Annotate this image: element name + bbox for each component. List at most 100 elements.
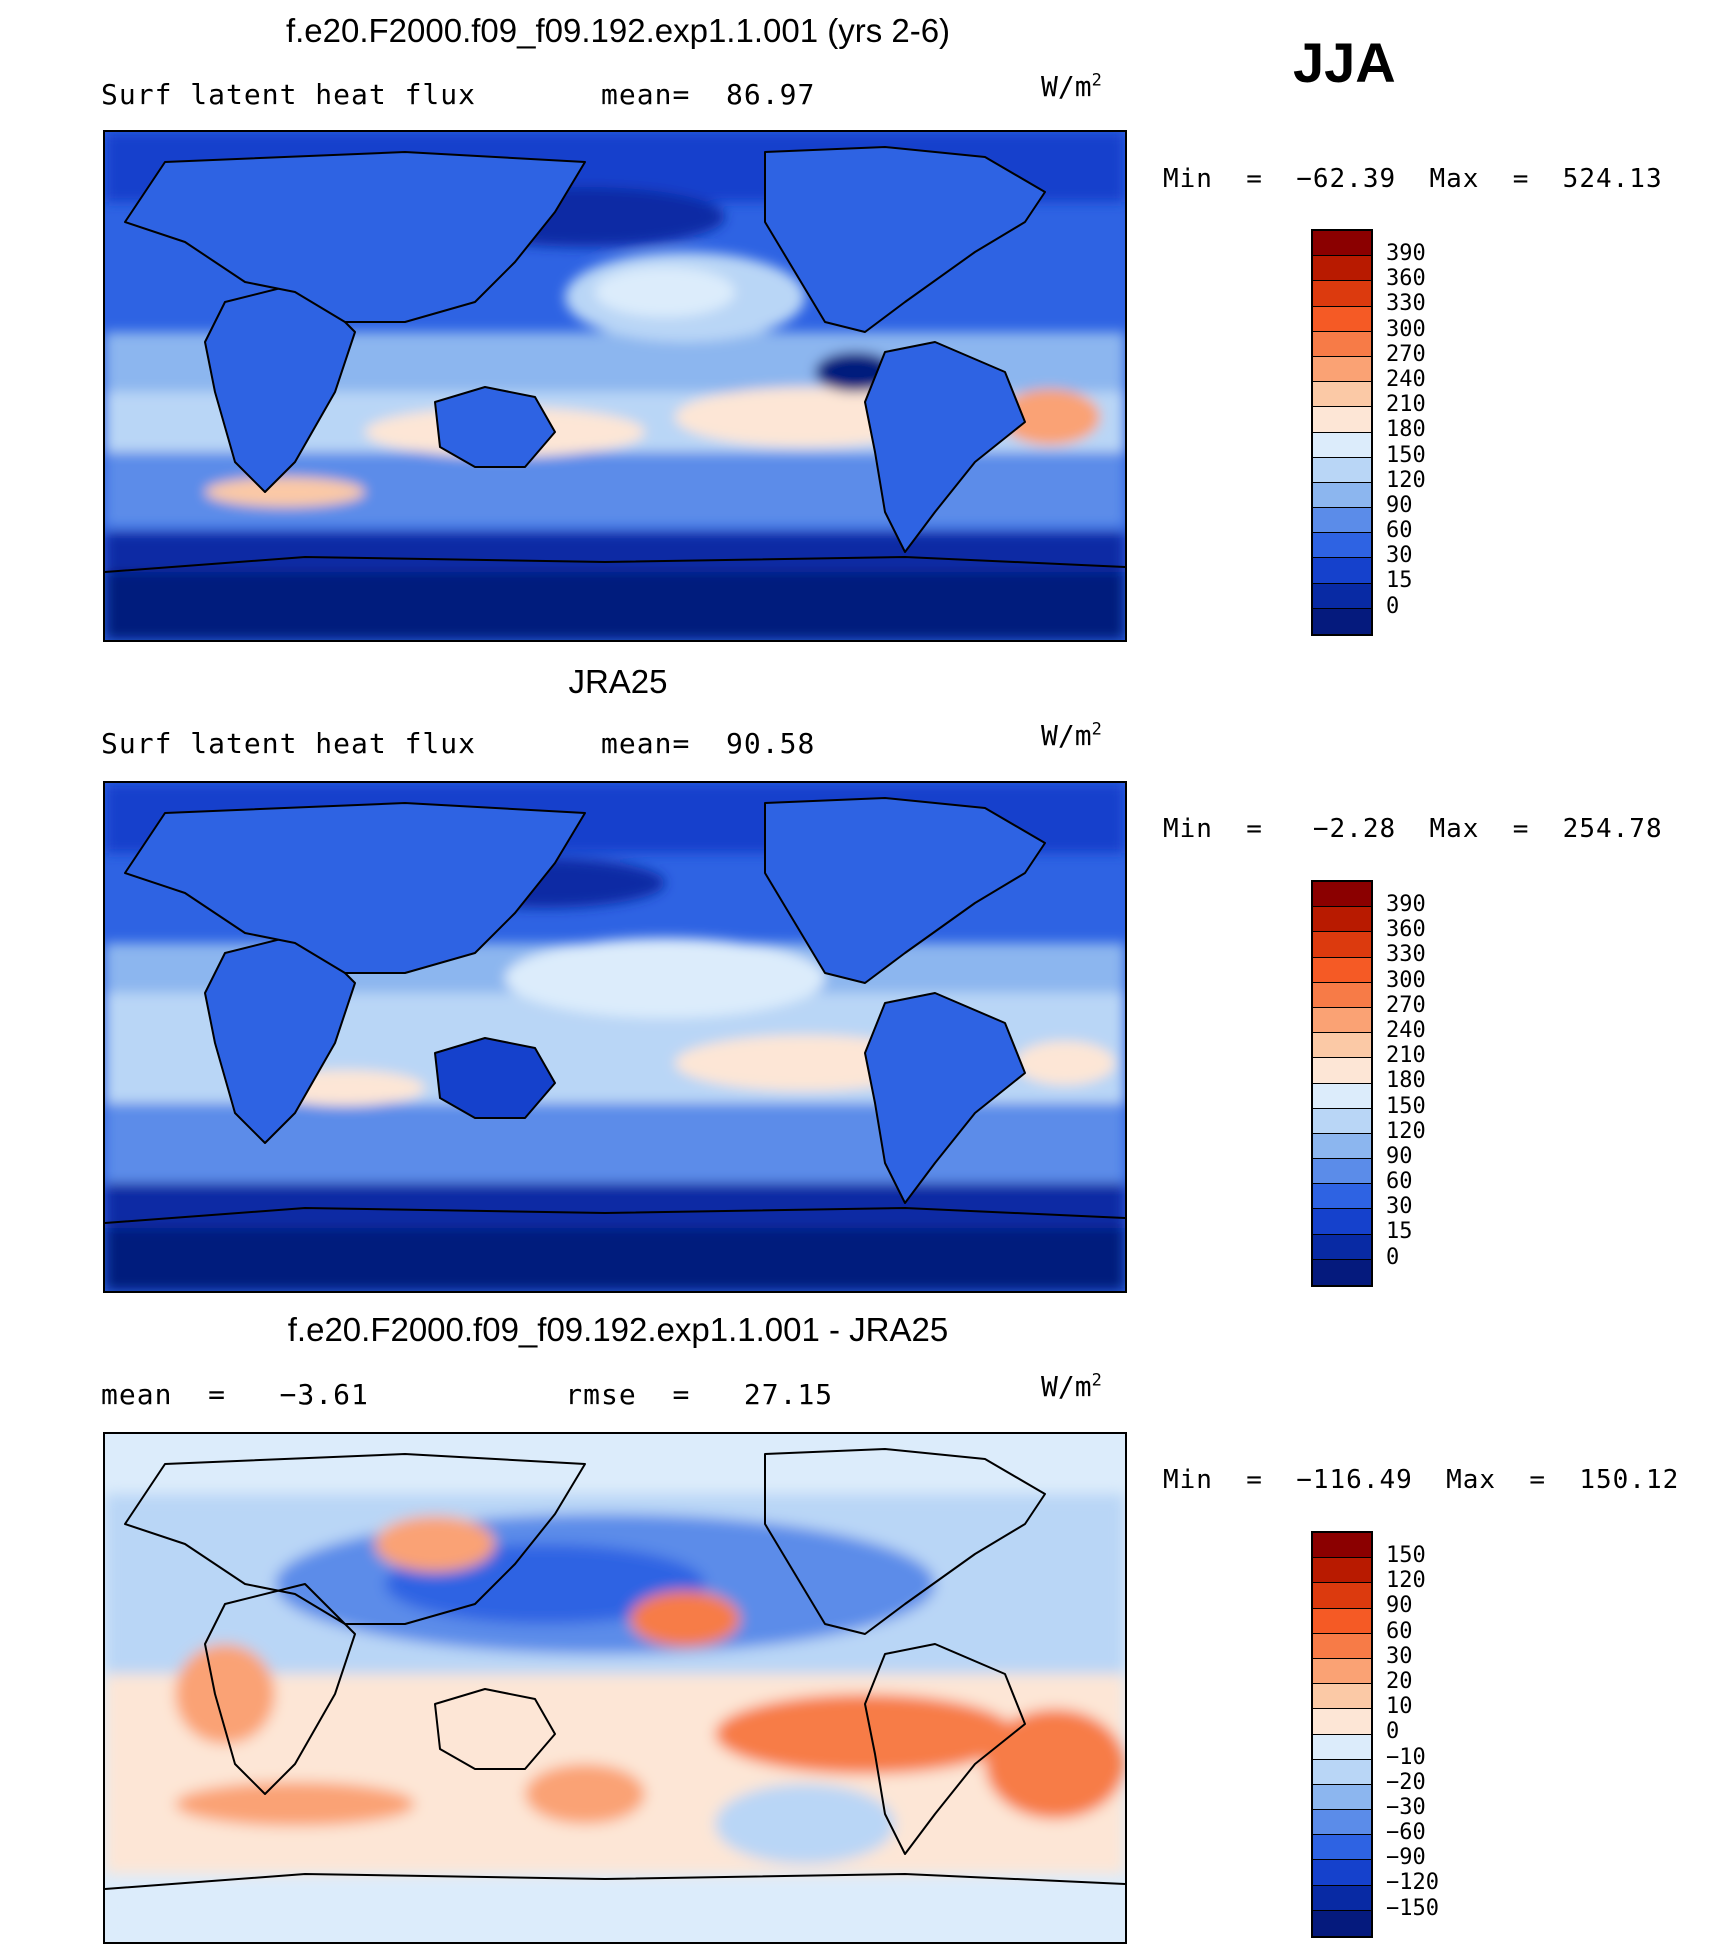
colorbar-swatch (1313, 281, 1371, 307)
colorbar-swatch (1313, 1583, 1371, 1609)
colorbar-label: −150 (1386, 1895, 1439, 1921)
colorbar-swatch (1313, 1108, 1371, 1134)
panel2-title: JRA25 (568, 663, 668, 700)
colorbar-swatch (1313, 1083, 1371, 1109)
colorbar-label: 360 (1386, 266, 1426, 292)
colorbar-label: 60 (1386, 1618, 1413, 1644)
colorbar-swatch (1313, 1608, 1371, 1634)
panel2-colorbar (1311, 880, 1373, 1287)
colorbar-label: 30 (1386, 543, 1413, 569)
colorbar-swatch (1313, 1058, 1371, 1084)
panel3-colorbar (1311, 1531, 1373, 1938)
colorbar-swatch (1313, 356, 1371, 383)
colorbar-swatch (1313, 482, 1371, 509)
panel2-units: W/m2 (1041, 719, 1102, 752)
colorbar-label: 30 (1386, 1643, 1413, 1669)
colorbar-label: 0 (1386, 593, 1400, 619)
colorbar-label: −20 (1386, 1769, 1426, 1795)
colorbar-label: 390 (1386, 241, 1426, 266)
colorbar-swatch (1313, 1209, 1371, 1235)
colorbar-swatch (1313, 457, 1371, 483)
colorbar-swatch (1313, 1633, 1371, 1659)
colorbar-swatch (1313, 1033, 1371, 1059)
colorbar-label: −120 (1386, 1870, 1439, 1896)
colorbar-swatch (1313, 407, 1371, 433)
colorbar-swatch (1313, 558, 1371, 584)
colorbar-label: −10 (1386, 1744, 1426, 1770)
colorbar-swatch (1313, 331, 1371, 357)
colorbar-swatch (1313, 1734, 1371, 1760)
colorbar-label: 210 (1386, 1043, 1426, 1069)
colorbar-swatch (1313, 1835, 1371, 1861)
colorbar-swatch (1313, 1910, 1371, 1936)
panel3-units: W/m2 (1041, 1370, 1102, 1403)
panel1-map (103, 130, 1127, 642)
colorbar-label: 20 (1386, 1668, 1413, 1694)
colorbar-label: 120 (1386, 1568, 1426, 1594)
colorbar-label: 270 (1386, 992, 1426, 1018)
colorbar-label: −60 (1386, 1820, 1426, 1846)
colorbar-label: 15 (1386, 568, 1413, 594)
colorbar-label: 330 (1386, 942, 1426, 968)
colorbar-label: 15 (1386, 1219, 1413, 1245)
colorbar-swatch (1313, 608, 1371, 634)
colorbar-swatch (1313, 1007, 1371, 1034)
colorbar-swatch (1313, 957, 1371, 983)
panel3-map (103, 1432, 1127, 1944)
colorbar-swatch (1313, 882, 1371, 908)
colorbar-label: 360 (1386, 917, 1426, 943)
colorbar-swatch (1313, 231, 1371, 257)
panel3-subtitle: mean = −3.61 rmse = 27.15 (101, 1378, 834, 1411)
colorbar-label: 60 (1386, 1169, 1413, 1195)
colorbar-swatch (1313, 1533, 1371, 1559)
difference-latent-heat-map (105, 1434, 1125, 1942)
colorbar-swatch (1313, 1133, 1371, 1160)
panel1-title: f.e20.F2000.f09_f09.192.exp1.1.001 (yrs … (285, 12, 951, 49)
colorbar-swatch (1313, 1810, 1371, 1836)
colorbar-swatch (1313, 432, 1371, 458)
colorbar-label: 60 (1386, 518, 1413, 544)
colorbar-swatch (1313, 1159, 1371, 1185)
colorbar-label: 240 (1386, 1017, 1426, 1043)
colorbar-swatch (1313, 1860, 1371, 1886)
colorbar-label: −30 (1386, 1794, 1426, 1820)
model-latent-heat-map (105, 132, 1125, 640)
jra25-latent-heat-map (105, 783, 1125, 1291)
colorbar-swatch (1313, 1234, 1371, 1260)
colorbar-label: 270 (1386, 341, 1426, 367)
colorbar-label: 30 (1386, 1194, 1413, 1220)
colorbar-label: 120 (1386, 1118, 1426, 1144)
colorbar-label: 90 (1386, 1143, 1413, 1169)
colorbar-label: 300 (1386, 967, 1426, 993)
colorbar-label: 120 (1386, 467, 1426, 493)
colorbar-swatch (1313, 508, 1371, 534)
colorbar-swatch (1313, 907, 1371, 933)
colorbar-label: 180 (1386, 1068, 1426, 1094)
colorbar-swatch (1313, 1784, 1371, 1811)
colorbar-label: 150 (1386, 1543, 1426, 1568)
colorbar-label: 300 (1386, 316, 1426, 342)
colorbar-label: −90 (1386, 1845, 1426, 1871)
colorbar-swatch (1313, 1558, 1371, 1584)
colorbar-swatch (1313, 982, 1371, 1008)
panel3-minmax: Min = −116.49 Max = 150.12 (1163, 1465, 1680, 1495)
panel1-colorbar (1311, 229, 1373, 636)
colorbar-swatch (1313, 583, 1371, 609)
panel3-colorbar-labels: 150 120 90 60 30 20 10 0 −10 −20 −30 −60 −90 −120 −150 (1386, 1543, 1439, 1921)
colorbar-swatch (1313, 932, 1371, 958)
colorbar-label: 10 (1386, 1694, 1413, 1720)
panel2-colorbar-labels: 390 360 330 300 270 240 210 180 150 120 90 60 30 15 0 (1386, 892, 1426, 1270)
colorbar-label: 330 (1386, 291, 1426, 317)
colorbar-label: 150 (1386, 1093, 1426, 1119)
panel2-map (103, 781, 1127, 1293)
colorbar-label: 390 (1386, 892, 1426, 917)
colorbar-swatch (1313, 1259, 1371, 1285)
colorbar-swatch (1313, 1709, 1371, 1735)
panel1-units: W/m2 (1041, 70, 1102, 103)
colorbar-label: 150 (1386, 442, 1426, 468)
colorbar-swatch (1313, 382, 1371, 408)
colorbar-label: 210 (1386, 392, 1426, 418)
colorbar-swatch (1313, 533, 1371, 559)
colorbar-label: 90 (1386, 1593, 1413, 1619)
colorbar-swatch (1313, 1658, 1371, 1685)
